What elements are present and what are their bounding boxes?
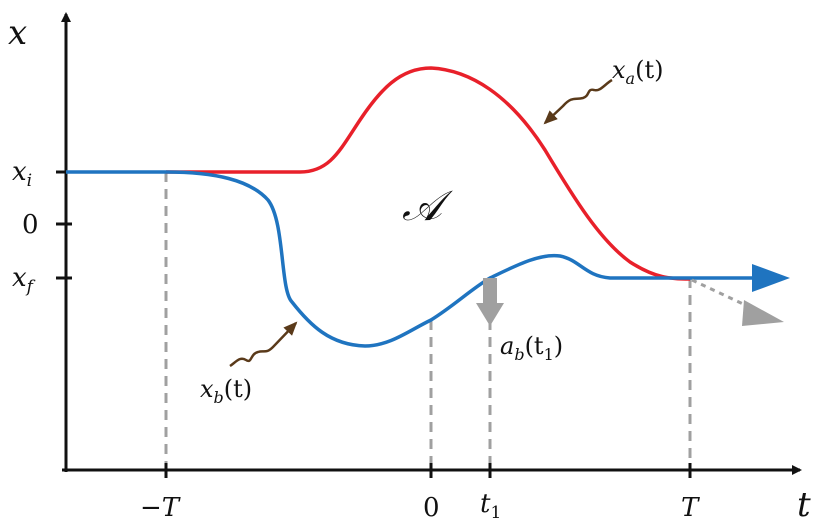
xb-curve bbox=[66, 170, 690, 348]
x-label-minus-T: −T bbox=[140, 493, 181, 523]
x-label-zero: 0 bbox=[423, 493, 440, 523]
xa-curve bbox=[166, 66, 691, 281]
xb-arrow-head bbox=[752, 264, 790, 292]
xa-pointer bbox=[543, 78, 613, 125]
x-axis-label: t bbox=[797, 485, 811, 525]
xa-label: xa(t) bbox=[612, 56, 663, 88]
y-label-xf: xf bbox=[12, 263, 36, 297]
x-label-T: T bbox=[681, 493, 700, 523]
deviation-arrow-head bbox=[742, 300, 784, 326]
x-label-t1: t1 bbox=[480, 489, 501, 523]
area-label: 𝒜 bbox=[402, 181, 453, 230]
perturbation-arrow-head bbox=[476, 303, 504, 326]
y-label-zero: 0 bbox=[22, 210, 39, 240]
y-label-xi: xi bbox=[12, 157, 32, 191]
xb-label: xb(t) bbox=[200, 375, 252, 407]
xb-pointer bbox=[229, 321, 298, 368]
perturbation-arrow-shaft bbox=[483, 278, 497, 306]
y-axis-label: x bbox=[8, 13, 27, 53]
ab-label: ab(t1) bbox=[500, 332, 563, 364]
